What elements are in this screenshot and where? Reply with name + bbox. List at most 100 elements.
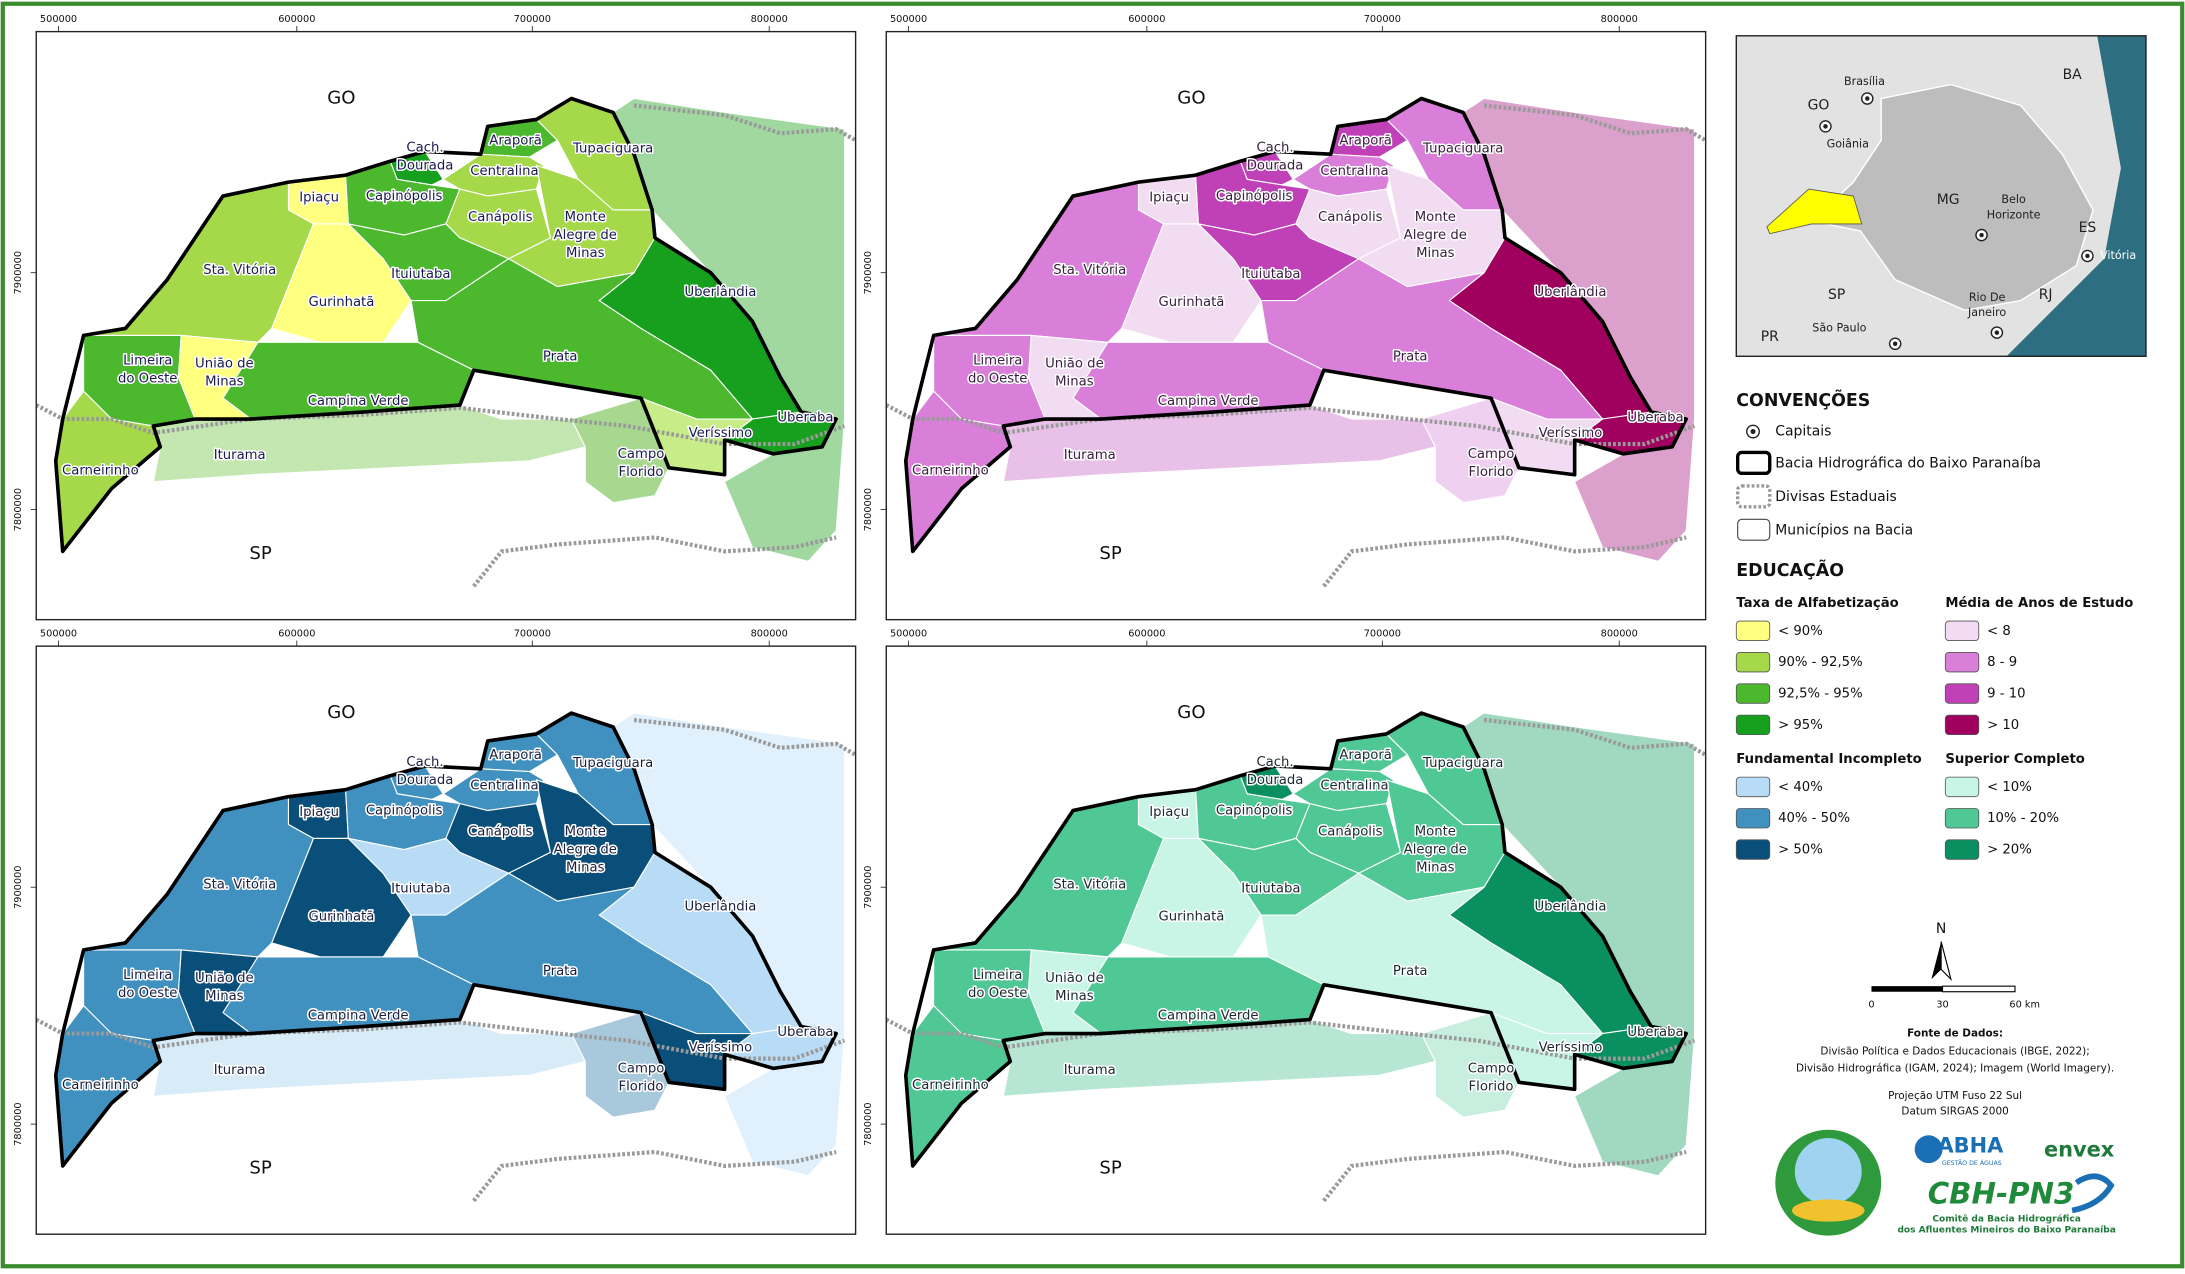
municipality-label: Ituiutaba	[391, 267, 450, 282]
capital-dot	[1892, 341, 1898, 346]
legend-swatch	[1944, 620, 1980, 641]
state-border	[1483, 717, 1706, 757]
municipality-label: Ipiaçu	[1149, 190, 1189, 205]
legend-group-title: Média de Anos de Estudo	[1945, 595, 2133, 611]
legend-swatch	[1944, 714, 1980, 736]
inset-label: SP	[1828, 287, 1845, 303]
municipality-label: Cach.	[406, 755, 443, 770]
legend-swatch	[1735, 808, 1771, 829]
inset-label: ES	[2079, 220, 2097, 236]
municipality-label: Dourada	[397, 158, 454, 173]
x-coordinate-label: 600000	[1128, 14, 1165, 25]
y-coordinate-label: 7900000	[863, 866, 874, 909]
inset-label: BA	[2063, 67, 2083, 83]
municipality-label: Florido	[619, 465, 664, 480]
state-label: SP	[249, 543, 271, 564]
municipality-label: Carneirinho	[912, 464, 989, 479]
municipality-label: Tupaciguara	[1422, 142, 1503, 157]
municipality-label: Capinópolis	[1216, 803, 1293, 819]
inset-label: GO	[1808, 97, 1830, 113]
logo-badge-inner	[1794, 1138, 1862, 1205]
municipality-label: Minas	[1055, 989, 1094, 1004]
municipality-label: Campo	[1468, 447, 1515, 462]
state-border	[472, 1149, 837, 1203]
municipality-label: do Oeste	[968, 986, 1027, 1001]
abha-mark	[1914, 1135, 1943, 1164]
legend-swatch	[1944, 808, 1980, 829]
abha-logo-sub: GESTÃO DE ÁGUAS	[1942, 1158, 2002, 1167]
source-text: Projeção UTM Fuso 22 Sul	[1888, 1090, 2022, 1102]
municipality-label: Limeira	[123, 968, 172, 983]
inset-frame	[1735, 35, 2147, 357]
municipality-label: Carneirinho	[912, 1078, 989, 1093]
inset-state-mg	[1810, 83, 2094, 312]
x-coordinate-label: 600000	[1128, 629, 1165, 640]
scale-label: 0	[1868, 999, 1874, 1010]
map-panel: Ipiaçu Cach. Dourada Capinópolis Araporã Tupa…	[13, 629, 857, 1235]
municipality-label: Canápolis	[468, 209, 533, 225]
state-label: GO	[1177, 702, 1205, 723]
municipality-label: Uberaba	[1627, 1025, 1683, 1040]
x-coordinate-label: 700000	[1364, 629, 1401, 640]
municipality-label: Prata	[543, 349, 578, 364]
municipality-label: Iturama	[1064, 448, 1116, 463]
municipality-label: Campo	[618, 447, 665, 462]
municipality-label: Capinópolis	[1216, 188, 1293, 204]
y-coordinate-label: 7800000	[863, 488, 874, 531]
municipality-label: Minas	[1416, 861, 1455, 876]
municipality-label: Sta. Vitória	[1053, 262, 1126, 278]
legend: CONVENÇÕES Capitais Bacia Hidrográfica do …	[1735, 388, 2133, 1118]
x-coordinate-label: 500000	[40, 14, 77, 25]
state-border	[1483, 103, 1706, 143]
legend-entry: < 40%	[1778, 780, 1823, 795]
municipality-label: Tupaciguara	[572, 142, 653, 157]
state-label: SP	[249, 1158, 271, 1179]
municipality-label: Uberaba	[1627, 411, 1683, 426]
municipality-label: do Oeste	[118, 372, 177, 387]
legend-group-title: Fundamental Incompleto	[1736, 752, 1921, 767]
municipality-label: Limeira	[123, 353, 172, 368]
municipality-label: Centralina	[470, 164, 538, 179]
municipality-label: Centralina	[1320, 778, 1388, 793]
legend-entry: < 8	[1987, 624, 2011, 639]
envex-logo: envex	[2044, 1138, 2115, 1162]
municipality-label: Gurinhatã	[1159, 295, 1225, 310]
inset-label: Vitória	[2100, 249, 2136, 262]
municipality-label: Gurinhatã	[308, 909, 374, 924]
y-coordinate-label: 7800000	[13, 1102, 24, 1145]
panel-frame	[35, 30, 857, 621]
scale-bar	[1941, 985, 2016, 993]
municipality-label: do Oeste	[118, 986, 177, 1001]
legend-swatch	[1735, 776, 1771, 798]
municipality-label: Ituiutaba	[391, 882, 450, 897]
inset-map: Brasília GO Goiânia BA MG Belo Horizonte ESVitó…	[1735, 35, 2147, 357]
municipality-label: Prata	[543, 964, 578, 979]
municipality-label: Ipiaçu	[1149, 805, 1189, 820]
x-coordinate-label: 500000	[890, 629, 927, 640]
municipality-label: Ipiaçu	[299, 805, 339, 820]
municipality-label: Monte	[1415, 210, 1456, 225]
municipality-label: Prata	[1393, 964, 1428, 979]
x-coordinate-label: 700000	[514, 629, 551, 640]
municipality-label: Araporã	[1339, 133, 1392, 148]
municipality-label: Minas	[1055, 374, 1094, 389]
state-label: SP	[1099, 543, 1121, 564]
municipality-label: Monte	[1415, 824, 1456, 839]
legend-entry: > 50%	[1778, 843, 1823, 858]
inset-label: PR	[1761, 329, 1779, 345]
legend-entry: < 10%	[1987, 780, 2032, 795]
cbh-wave	[2071, 1173, 2115, 1214]
cbh-logo-sub: Comitê da Bacia Hidrográfica	[1932, 1213, 2080, 1224]
basin-symbol	[1736, 450, 1772, 476]
municipality-label: Minas	[566, 861, 605, 876]
municipality-label: Carneirinho	[62, 464, 139, 479]
legend-entry: > 95%	[1778, 718, 1823, 733]
municipality-label: Campina Verde	[1158, 394, 1259, 409]
y-coordinate-label: 7900000	[13, 251, 24, 294]
legend-entry: > 20%	[1987, 843, 2032, 858]
inset-label: Brasília	[1844, 75, 1885, 88]
cbh-logo-sub: dos Afluentes Mineiros do Baixo Paranaíb…	[1897, 1226, 2115, 1236]
municipality-label: Veríssimo	[689, 1039, 753, 1055]
legend-swatch	[1944, 776, 1980, 798]
map-panel: Ipiaçu Cach. Dourada Capinópolis Araporã Tupa…	[863, 14, 1707, 621]
